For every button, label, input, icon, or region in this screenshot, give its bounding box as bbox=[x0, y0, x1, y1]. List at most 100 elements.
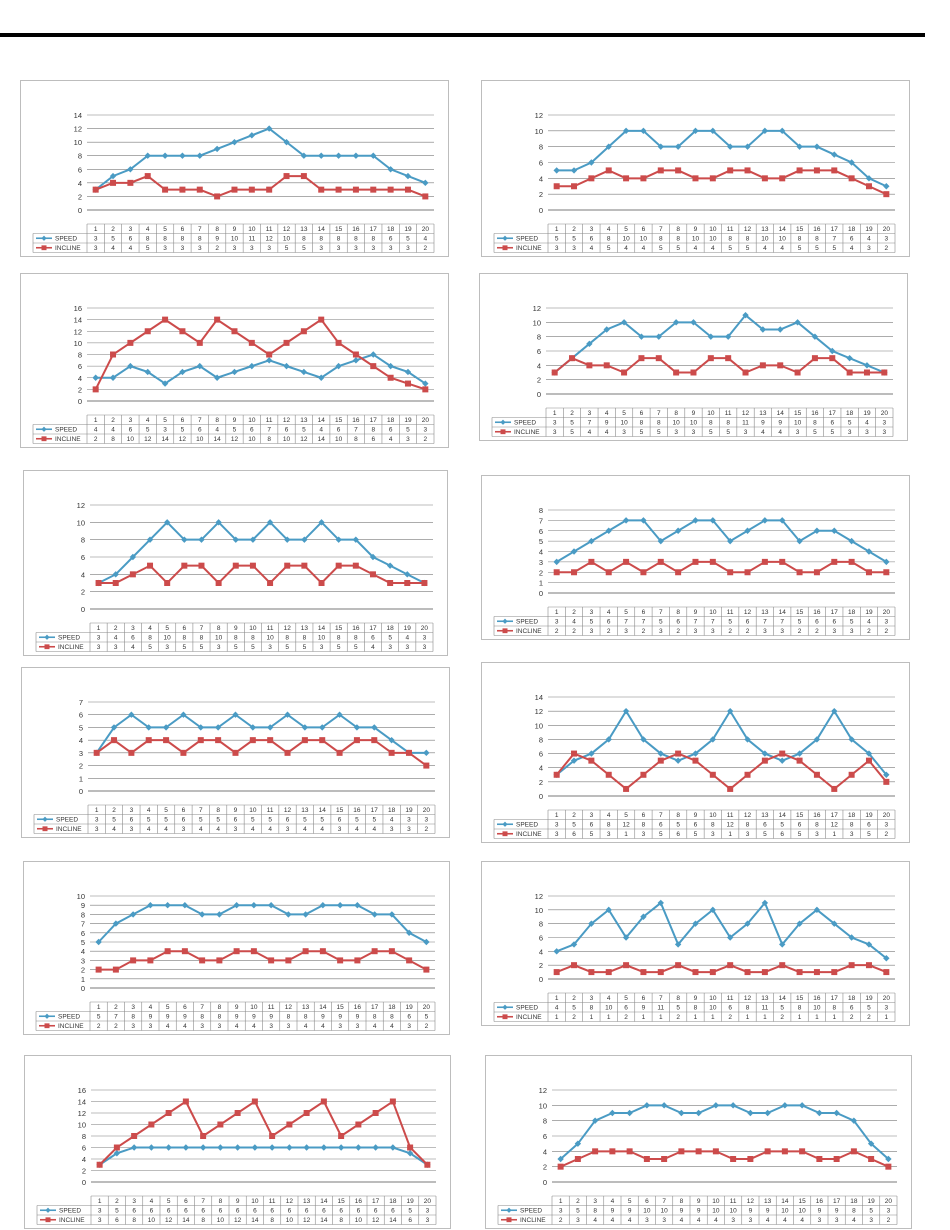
incline-point bbox=[657, 757, 664, 764]
data-table-cell: 6 bbox=[830, 420, 834, 427]
data-table-cell: 3 bbox=[869, 1217, 873, 1224]
speed-point bbox=[626, 1109, 633, 1117]
incline-point bbox=[200, 1133, 207, 1139]
incline-point bbox=[603, 362, 610, 369]
data-table-cell: 3 bbox=[338, 1023, 342, 1030]
incline-point bbox=[692, 175, 699, 182]
data-table-cell: 5 bbox=[576, 1208, 580, 1215]
incline-point bbox=[609, 1148, 616, 1155]
speed-point bbox=[846, 354, 853, 362]
data-table-cell: 9 bbox=[252, 1014, 256, 1021]
data-table-cell: 12 bbox=[231, 436, 239, 443]
data-table-cell: 2 bbox=[798, 628, 802, 635]
incline-point bbox=[284, 562, 291, 569]
data-table-cell: 9 bbox=[818, 1208, 822, 1215]
x-tick-label: 8 bbox=[676, 812, 680, 819]
x-tick-label: 12 bbox=[283, 226, 291, 233]
y-tick-label: 10 bbox=[535, 721, 543, 730]
data-table-cell: 6 bbox=[167, 1208, 171, 1215]
incline-point bbox=[779, 558, 786, 565]
x-tick-label: 11 bbox=[267, 807, 274, 814]
data-table-cell: 5 bbox=[590, 619, 594, 626]
speed-point bbox=[196, 362, 203, 370]
incline-point bbox=[335, 339, 342, 346]
data-table-cell: 4 bbox=[129, 245, 133, 252]
x-tick-label: 11 bbox=[727, 609, 734, 616]
chart-panel: 0 2 4 6 8 10 12 14 1 2 3 4 5 6 7 8 9 10 11 12 13 14 15 16 17 18 19… bbox=[481, 662, 910, 843]
legend-marker bbox=[42, 826, 48, 832]
y-tick-label: 2 bbox=[81, 966, 85, 975]
data-table-cell: 6 bbox=[798, 822, 802, 829]
data-table-cell: 8 bbox=[234, 635, 238, 642]
speed-point bbox=[712, 1102, 720, 1109]
data-table-cell: 10 bbox=[605, 1005, 613, 1012]
speed-point bbox=[179, 368, 186, 376]
x-tick-label: 2 bbox=[114, 1004, 118, 1011]
speed-point bbox=[144, 368, 151, 376]
x-tick-label: 5 bbox=[628, 1198, 632, 1205]
data-table-cell: 5 bbox=[798, 245, 802, 252]
x-tick-label: 17 bbox=[833, 1198, 841, 1205]
data-table-cell: 4 bbox=[680, 1217, 684, 1224]
incline-point bbox=[214, 316, 221, 323]
legend-marker bbox=[45, 1207, 51, 1213]
x-tick-label: 4 bbox=[149, 1004, 153, 1011]
data-table-cell: 8 bbox=[218, 1014, 222, 1021]
speed-point bbox=[352, 357, 360, 364]
x-tick-label: 18 bbox=[848, 226, 856, 233]
data-table-cell: 6 bbox=[115, 1217, 119, 1224]
x-tick-label: 7 bbox=[198, 226, 202, 233]
speed-point bbox=[726, 934, 734, 941]
data-table-cell: 8 bbox=[371, 236, 375, 243]
data-table-cell: 5 bbox=[425, 1014, 429, 1021]
incline-point bbox=[285, 957, 292, 964]
x-tick-label: 14 bbox=[779, 226, 787, 233]
speed-point bbox=[387, 362, 394, 370]
incline-point bbox=[865, 962, 872, 969]
incline-point bbox=[92, 386, 99, 393]
incline-point bbox=[885, 1163, 892, 1170]
data-table-cell: 14 bbox=[161, 436, 169, 443]
x-tick-label: 5 bbox=[165, 625, 169, 632]
data-table-cell: 14 bbox=[214, 436, 222, 443]
x-tick-label: 14 bbox=[318, 226, 326, 233]
legend-marker bbox=[41, 235, 47, 241]
data-table-cell: 8 bbox=[746, 1005, 750, 1012]
incline-point bbox=[318, 316, 325, 323]
incline-point bbox=[283, 339, 290, 346]
data-table-cell: 4 bbox=[94, 427, 98, 434]
data-table-cell: 3 bbox=[590, 628, 594, 635]
incline-point bbox=[424, 1161, 431, 1168]
x-tick-label: 2 bbox=[570, 410, 574, 417]
speed-point bbox=[574, 1140, 582, 1147]
data-table-cell: 10 bbox=[622, 236, 630, 243]
data-table-cell: 2 bbox=[425, 1023, 429, 1030]
speed-point bbox=[588, 920, 595, 927]
data-table-cell: 10 bbox=[730, 1208, 738, 1215]
x-tick-label: 4 bbox=[148, 625, 152, 632]
incline-point bbox=[144, 173, 151, 180]
speed-point bbox=[389, 1144, 397, 1151]
data-table-cell: 9 bbox=[215, 236, 219, 243]
data-table-cell: 3 bbox=[883, 429, 887, 436]
incline-point bbox=[318, 186, 325, 193]
speed-point bbox=[130, 1144, 138, 1151]
data-table-cell: 10 bbox=[248, 436, 256, 443]
data-table-cell: 9 bbox=[183, 1014, 187, 1021]
y-tick-label: 2 bbox=[78, 385, 82, 394]
data-table-cell: 3 bbox=[576, 1217, 580, 1224]
incline-point bbox=[586, 362, 593, 369]
data-table-cell: 12 bbox=[165, 1217, 173, 1224]
speed-point bbox=[283, 362, 290, 370]
data-table-cell: 4 bbox=[761, 429, 765, 436]
x-tick-label: 15 bbox=[336, 807, 344, 814]
y-tick-label: 4 bbox=[78, 374, 82, 383]
incline-point bbox=[131, 1133, 138, 1139]
data-table-cell: 4 bbox=[590, 245, 594, 252]
incline-point bbox=[690, 369, 697, 376]
data-table-cell: 6 bbox=[746, 619, 750, 626]
speed-point bbox=[423, 938, 430, 946]
incline-point bbox=[196, 339, 203, 346]
data-table-cell: 3 bbox=[850, 628, 854, 635]
